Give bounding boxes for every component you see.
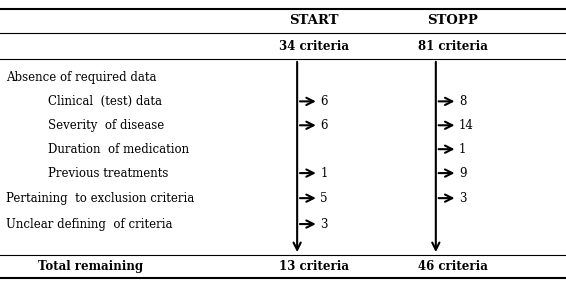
Text: 46 criteria: 46 criteria [418, 260, 488, 274]
Text: 14: 14 [459, 119, 474, 132]
Text: START: START [289, 14, 339, 27]
Text: 1: 1 [459, 143, 466, 156]
Text: Absence of required data: Absence of required data [6, 71, 156, 84]
Text: 9: 9 [459, 166, 466, 180]
Text: Previous treatments: Previous treatments [48, 166, 169, 180]
Text: 81 criteria: 81 criteria [418, 39, 488, 53]
Text: 3: 3 [320, 217, 328, 231]
Text: 8: 8 [459, 95, 466, 108]
Text: Pertaining  to exclusion criteria: Pertaining to exclusion criteria [6, 192, 194, 205]
Text: 6: 6 [320, 119, 328, 132]
Text: 5: 5 [320, 192, 328, 205]
Text: 34 criteria: 34 criteria [279, 39, 349, 53]
Text: Duration  of medication: Duration of medication [48, 143, 189, 156]
Text: 13 criteria: 13 criteria [279, 260, 349, 274]
Text: STOPP: STOPP [427, 14, 478, 27]
Text: 1: 1 [320, 166, 328, 180]
Text: Unclear defining  of criteria: Unclear defining of criteria [6, 217, 172, 231]
Text: 3: 3 [459, 192, 466, 205]
Text: Clinical  (test) data: Clinical (test) data [48, 95, 162, 108]
Text: Total remaining: Total remaining [38, 260, 143, 274]
Text: 6: 6 [320, 95, 328, 108]
Text: Severity  of disease: Severity of disease [48, 119, 164, 132]
